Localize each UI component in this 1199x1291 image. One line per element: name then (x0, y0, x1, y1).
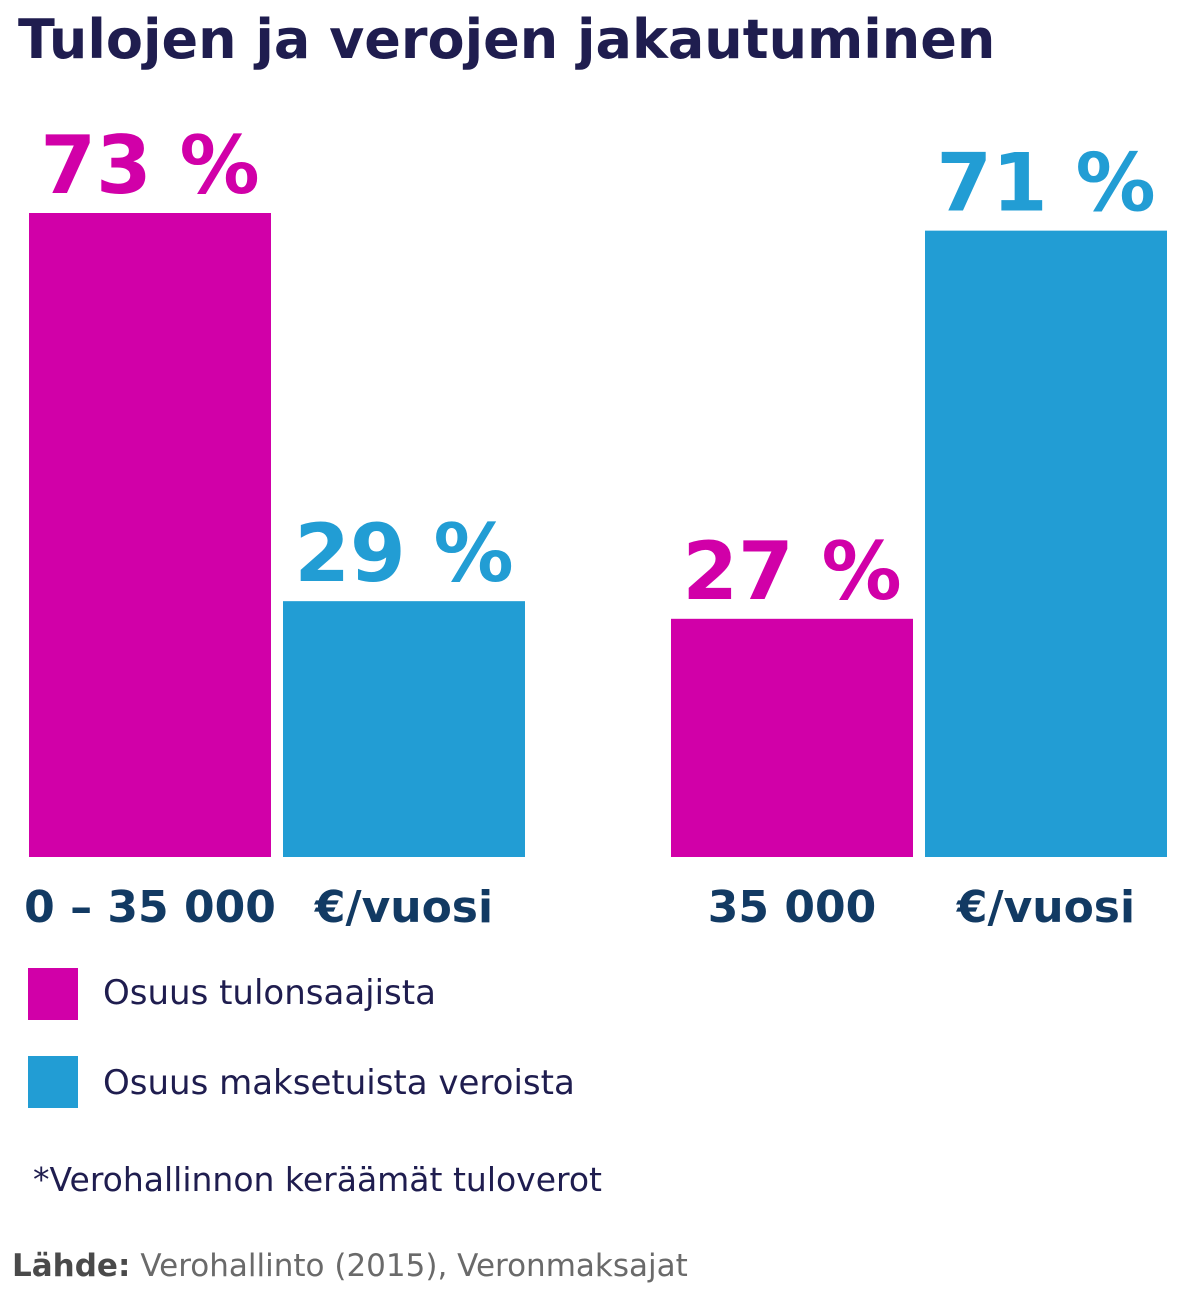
source-text: Verohallinto (2015), Veronmaksajat (140, 1248, 687, 1284)
category-label-group-1-part-2: €/vuosi (314, 882, 493, 933)
bar-income-earners-group-2 (671, 618, 913, 857)
footnote: *Verohallinnon keräämät tuloverot (33, 1160, 602, 1199)
legend-label-income-earners: Osuus tulonsaajista (103, 973, 436, 1013)
bar-income-earners-group-1 (29, 213, 271, 857)
value-label-income-earners-group-2: 27 % (682, 525, 901, 618)
category-label-group-1-part-1: 0 – 35 000 (24, 882, 276, 933)
category-labels-layer: 0 – 35 000 €/vuosi 35 000 €/vuosi (24, 882, 1135, 933)
source-label: Lähde: (12, 1248, 130, 1284)
value-label-taxes-paid-group-1: 29 % (294, 507, 513, 600)
value-label-income-earners-group-1: 73 % (40, 119, 259, 212)
bar-taxes-paid-group-2 (925, 230, 1167, 858)
category-label-group-2-part-1: 35 000 (708, 882, 876, 933)
bar-taxes-paid-group-1 (283, 601, 525, 857)
legend: Osuus tulonsaajista Osuus maksetuista ve… (28, 968, 575, 1108)
legend-label-taxes-paid: Osuus maksetuista veroista (103, 1063, 575, 1103)
category-label-group-2-part-2: €/vuosi (956, 882, 1135, 933)
legend-swatch-taxes-paid (28, 1056, 78, 1108)
value-label-taxes-paid-group-2: 71 % (936, 137, 1155, 230)
bars-layer (29, 213, 1167, 858)
value-labels-layer: 73 % 29 % 27 % 71 % (40, 119, 1155, 618)
legend-swatch-income-earners (28, 968, 78, 1020)
source-line: Lähde: Verohallinto (2015), Veronmaksajat (12, 1248, 688, 1284)
chart-title: Tulojen ja verojen jakautuminen (18, 8, 995, 71)
